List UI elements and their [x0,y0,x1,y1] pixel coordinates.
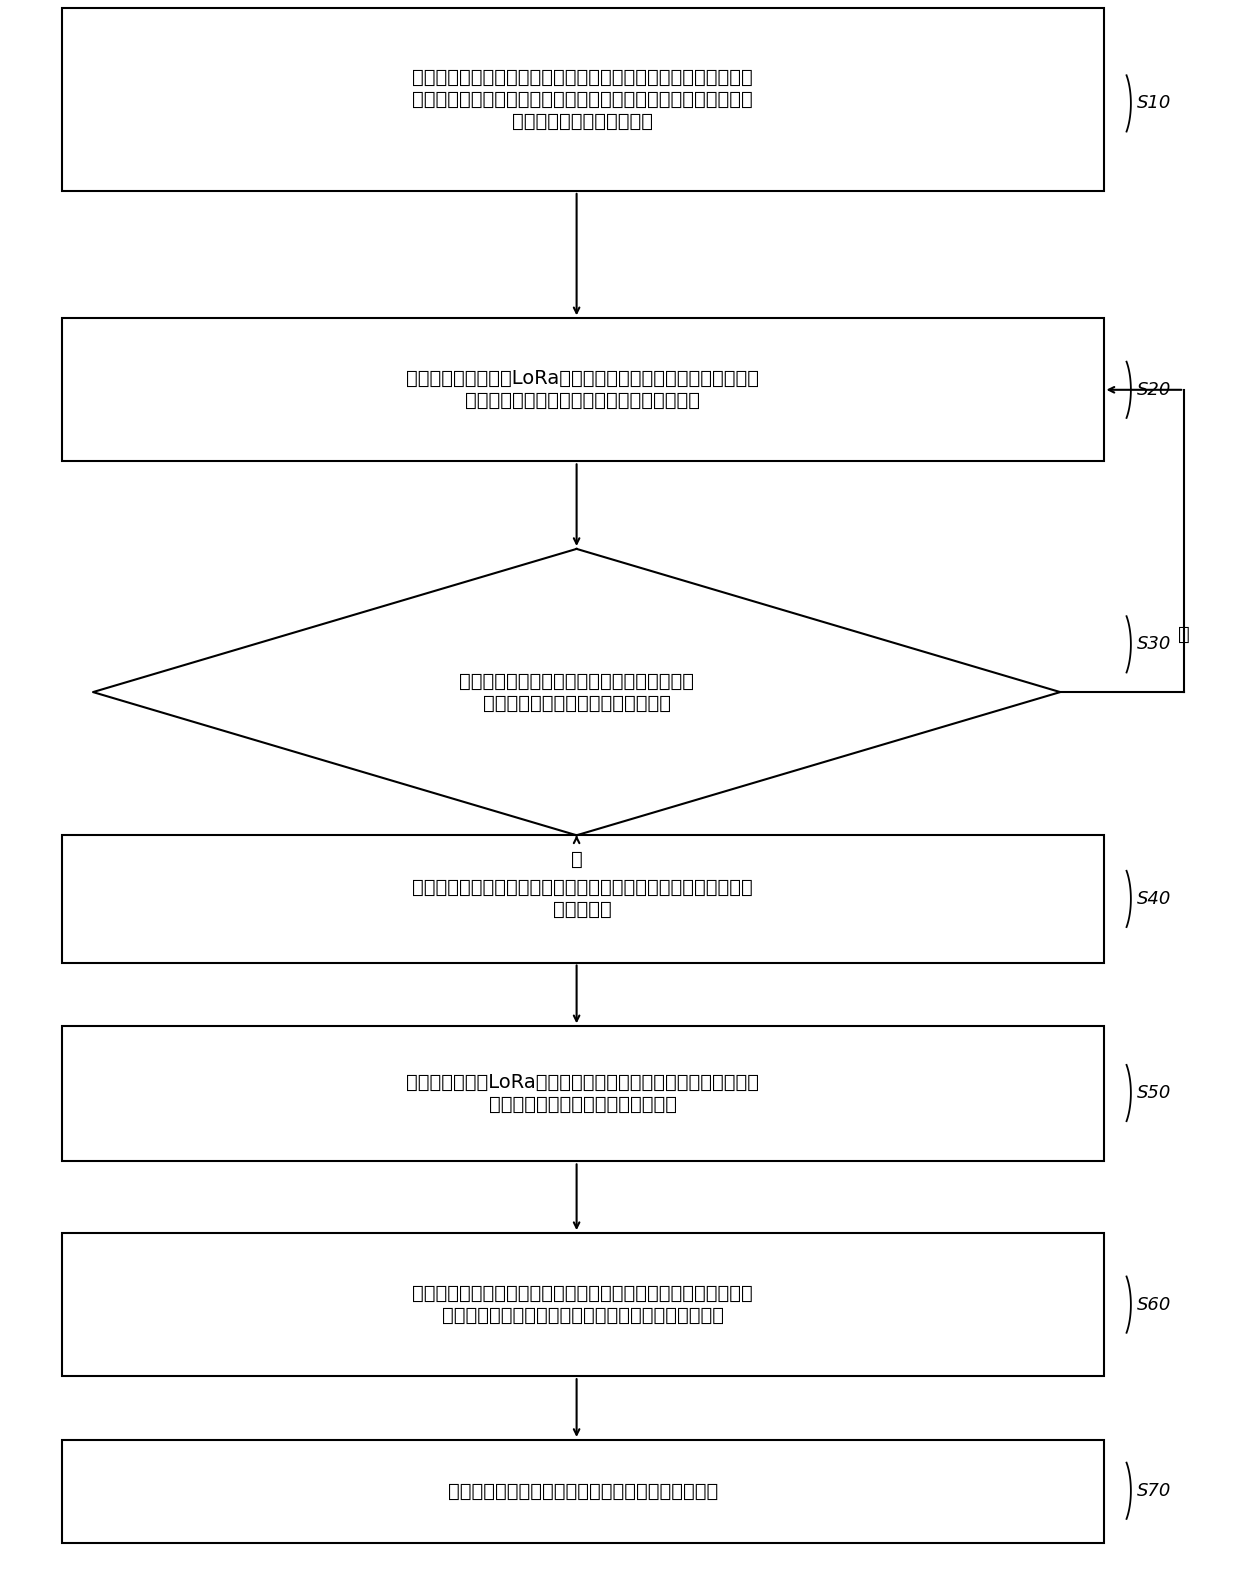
Text: S50: S50 [1137,1083,1172,1103]
Text: 是: 是 [570,850,583,869]
FancyBboxPatch shape [62,1026,1104,1161]
FancyBboxPatch shape [62,318,1104,461]
FancyBboxPatch shape [62,1440,1104,1543]
Text: 智能仪表将采集到的现场数据按照预设规则生成目标数据包，并采
用相应的加密算子对目标数据包进行加密处理，其中每个智能仪表
分别有各自对应的加密算子: 智能仪表将采集到的现场数据按照预设规则生成目标数据包，并采 用相应的加密算子对目… [413,68,753,130]
Text: 智能仪表通过配置的LoRa模块在相应的信道上向网关发送握手信
号，其中每个智能仪表分别有各自对应的信道: 智能仪表通过配置的LoRa模块在相应的信道上向网关发送握手信 号，其中每个智能仪… [407,369,759,410]
FancyBboxPatch shape [62,8,1104,191]
FancyBboxPatch shape [62,835,1104,963]
Text: 网关从第一个信道依次监听到最后一个信道，
查看监听的信道上是否有握手信号？: 网关从第一个信道依次监听到最后一个信道， 查看监听的信道上是否有握手信号？ [459,671,694,713]
Text: S60: S60 [1137,1295,1172,1314]
Text: S30: S30 [1137,635,1172,654]
Text: S70: S70 [1137,1481,1172,1500]
Text: 当网关监测到信道上有握手信号时，在该信道上向智能仪表反馈握
手成功信号: 当网关监测到信道上有握手信号时，在该信道上向智能仪表反馈握 手成功信号 [413,878,753,920]
FancyBboxPatch shape [62,1233,1104,1376]
Text: S10: S10 [1137,94,1172,113]
Text: 否: 否 [1178,625,1190,644]
Text: 网关在接收到经过加密处理的目标数据包后，采用与加密算子对应
的解密算子对经过加密处理的目标数据包进行解密处理: 网关在接收到经过加密处理的目标数据包后，采用与加密算子对应 的解密算子对经过加密… [413,1284,753,1325]
Text: S40: S40 [1137,889,1172,908]
Text: S20: S20 [1137,380,1172,399]
Text: 网关向企业服务器转发经过解密处理后的目标数据包: 网关向企业服务器转发经过解密处理后的目标数据包 [448,1483,718,1500]
Text: 智能仪表在通过LoRa模块接收到握手成功信号后，在该信道上向
网关发送经过加密处理的目标数据包: 智能仪表在通过LoRa模块接收到握手成功信号后，在该信道上向 网关发送经过加密处… [407,1074,759,1114]
